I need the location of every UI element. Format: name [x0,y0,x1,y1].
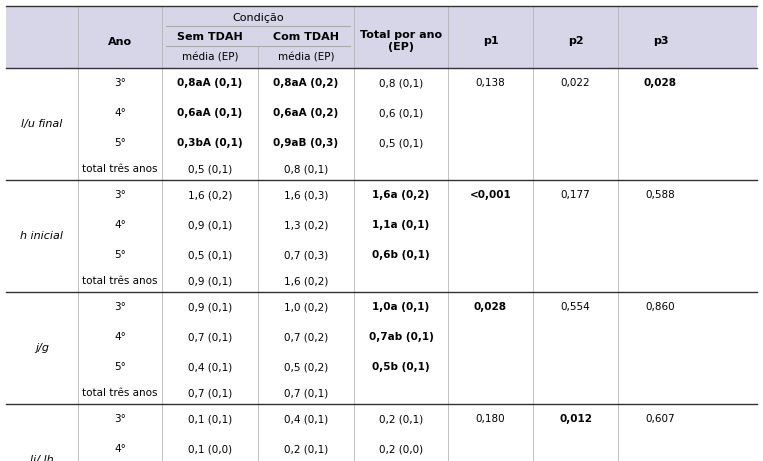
Text: 0,7 (0,3): 0,7 (0,3) [284,250,328,260]
Text: 0,9 (0,1): 0,9 (0,1) [188,302,232,312]
Text: 0,8aA (0,2): 0,8aA (0,2) [273,78,339,88]
Text: 0,7 (0,1): 0,7 (0,1) [188,388,232,398]
Text: total três anos: total três anos [82,164,158,174]
Text: 4°: 4° [114,444,126,454]
Text: 1,6 (0,3): 1,6 (0,3) [284,190,328,200]
Text: 0,4 (0,1): 0,4 (0,1) [188,362,232,372]
Text: 1,1a (0,1): 1,1a (0,1) [372,220,430,230]
Text: Sem TDAH: Sem TDAH [177,32,243,42]
Text: 0,6 (0,1): 0,6 (0,1) [379,108,423,118]
Text: 1,3 (0,2): 1,3 (0,2) [284,220,328,230]
Text: 4°: 4° [114,332,126,342]
Text: 0,5b (0,1): 0,5b (0,1) [372,362,430,372]
Text: p2: p2 [568,36,583,46]
Text: <0,001: <0,001 [469,190,511,200]
Text: 0,8aA (0,1): 0,8aA (0,1) [177,78,243,88]
Text: l/u final: l/u final [21,119,63,129]
Text: 0,028: 0,028 [474,302,507,312]
Text: li/ lh: li/ lh [31,455,54,461]
Text: 5°: 5° [114,138,126,148]
Text: 0,6aA (0,1): 0,6aA (0,1) [177,108,243,118]
Text: h inicial: h inicial [21,231,63,241]
Text: 0,180: 0,180 [475,414,505,424]
Text: 5°: 5° [114,362,126,372]
Text: 0,2 (0,1): 0,2 (0,1) [379,414,423,424]
Text: total três anos: total três anos [82,388,158,398]
Text: 0,8 (0,1): 0,8 (0,1) [379,78,423,88]
Text: 0,5 (0,1): 0,5 (0,1) [379,138,423,148]
Text: 5°: 5° [114,250,126,260]
Text: 0,9 (0,1): 0,9 (0,1) [188,276,232,286]
Text: p3: p3 [653,36,668,46]
Text: 4°: 4° [114,108,126,118]
Text: 0,6b (0,1): 0,6b (0,1) [372,250,430,260]
Text: 1,6a (0,2): 1,6a (0,2) [372,190,430,200]
Text: média (EP): média (EP) [182,53,238,63]
Text: 4°: 4° [114,220,126,230]
Text: média (EP): média (EP) [278,53,334,63]
Text: 0,7 (0,2): 0,7 (0,2) [284,332,328,342]
Text: 0,022: 0,022 [561,78,591,88]
Text: 0,7ab (0,1): 0,7ab (0,1) [369,332,433,342]
Text: Total por ano
(EP): Total por ano (EP) [360,30,442,52]
Bar [6,6,757,68]
Text: 0,1 (0,1): 0,1 (0,1) [188,414,232,424]
Text: 3°: 3° [114,414,126,424]
Text: 1,6 (0,2): 1,6 (0,2) [284,276,328,286]
Text: 0,3bA (0,1): 0,3bA (0,1) [177,138,243,148]
Text: 0,860: 0,860 [645,302,675,312]
Text: Ano: Ano [108,37,132,47]
Text: 0,012: 0,012 [559,414,592,424]
Text: 0,2 (0,0): 0,2 (0,0) [379,444,423,454]
Text: p1: p1 [483,36,498,46]
Text: Condição: Condição [232,13,284,23]
Text: 0,138: 0,138 [475,78,505,88]
Text: 3°: 3° [114,78,126,88]
Text: 0,2 (0,1): 0,2 (0,1) [284,444,328,454]
Text: 1,0 (0,2): 1,0 (0,2) [284,302,328,312]
Text: 3°: 3° [114,302,126,312]
Text: total três anos: total três anos [82,276,158,286]
Text: 0,7 (0,1): 0,7 (0,1) [188,332,232,342]
Text: 0,9aB (0,3): 0,9aB (0,3) [273,138,339,148]
Text: 1,0a (0,1): 1,0a (0,1) [372,302,430,312]
Text: 0,9 (0,1): 0,9 (0,1) [188,220,232,230]
Text: 0,5 (0,2): 0,5 (0,2) [284,362,328,372]
Text: 0,607: 0,607 [645,414,675,424]
Text: 0,5 (0,1): 0,5 (0,1) [188,250,232,260]
Text: 0,5 (0,1): 0,5 (0,1) [188,164,232,174]
Text: 0,6aA (0,2): 0,6aA (0,2) [273,108,339,118]
Text: 0,028: 0,028 [644,78,677,88]
Text: 0,588: 0,588 [645,190,675,200]
Text: Com TDAH: Com TDAH [273,32,339,42]
Text: 0,4 (0,1): 0,4 (0,1) [284,414,328,424]
Text: 0,554: 0,554 [561,302,591,312]
Text: 1,6 (0,2): 1,6 (0,2) [188,190,232,200]
Text: 0,8 (0,1): 0,8 (0,1) [284,164,328,174]
Text: 0,1 (0,0): 0,1 (0,0) [188,444,232,454]
Text: 0,177: 0,177 [561,190,591,200]
Text: 0,7 (0,1): 0,7 (0,1) [284,388,328,398]
Text: j/g: j/g [35,343,49,353]
Text: 3°: 3° [114,190,126,200]
